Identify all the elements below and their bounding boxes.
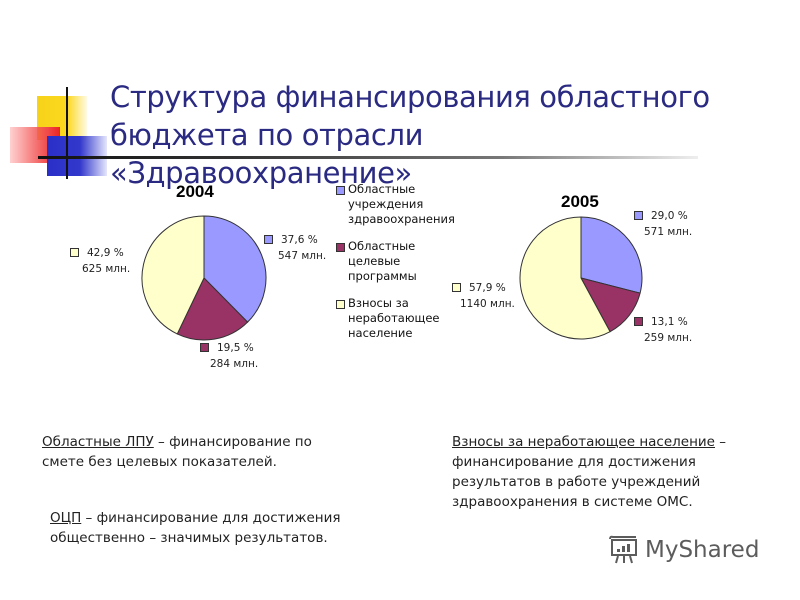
legend-swatch-icon <box>336 186 345 195</box>
swatch-icon <box>634 210 643 220</box>
pie-chart-2005 <box>519 216 643 340</box>
myshared-watermark: MyShared <box>607 535 759 565</box>
pie2004-label-contributions: 42,9 % 625 млн. <box>70 245 130 277</box>
pie-slice <box>203 215 267 323</box>
presentation-board-icon <box>609 535 637 564</box>
pie2005-label-contributions: 57,9 % 1140 млн. <box>452 280 515 312</box>
legend-swatch-icon <box>336 300 345 309</box>
title-underline-divider <box>38 156 698 159</box>
swatch-icon <box>634 316 643 326</box>
decor-vertical-line <box>66 87 68 179</box>
swatch-icon <box>452 282 461 292</box>
note-ocp: ОЦП – финансирование для достижения обще… <box>50 510 341 546</box>
pie2005-label-programs: 13,1 % 259 млн. <box>634 314 692 346</box>
legend-item-institutions: Областные учреждения здравоохранения <box>335 182 485 227</box>
legend-item-contributions: Взносы за неработающее население <box>335 296 485 341</box>
note-contributions: Взносы за неработающее население – финан… <box>452 434 727 510</box>
swatch-icon <box>70 247 79 257</box>
pie2004-label-institutions: 37,6 % 547 млн. <box>264 232 326 264</box>
legend-swatch-icon <box>336 243 345 252</box>
pie2005-label-institutions: 29,0 % 571 млн. <box>634 208 692 240</box>
pie-slice <box>141 215 205 335</box>
swatch-icon <box>200 342 209 352</box>
pie-slice <box>176 277 249 341</box>
chart-2004-title: 2004 <box>176 182 214 201</box>
chart-2005-title: 2005 <box>561 192 599 211</box>
pie-slice <box>519 216 611 340</box>
pie-chart-2004 <box>141 215 267 341</box>
term-ocp: ОЦП <box>50 510 82 526</box>
term-contributions: Взносы за неработающее население <box>452 434 715 450</box>
slide-title: Структура финансирования областного бюдж… <box>110 78 730 192</box>
legend-item-programs: Областные целевые программы <box>335 239 485 284</box>
slide-title-line1: Структура финансирования областного <box>110 80 710 114</box>
term-regional-lpu: Областные ЛПУ <box>42 434 154 450</box>
chart-legend: Областные учреждения здравоохранения Обл… <box>335 182 485 353</box>
swatch-icon <box>264 234 273 244</box>
note-regional-lpu: Областные ЛПУ – финансирование по смете … <box>42 434 312 470</box>
slide-title-line2: бюджета по отрасли «Здравоохранение» <box>110 118 424 190</box>
pie2004-label-programs: 19,5 % 284 млн. <box>200 340 258 372</box>
pie-slice <box>580 216 643 294</box>
